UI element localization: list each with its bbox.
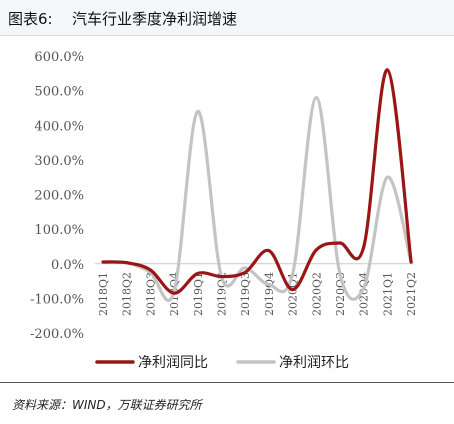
x-tick-label: 2018Q3 <box>144 272 157 316</box>
y-tick-label: -200.0% <box>30 327 84 342</box>
data-point-yoy <box>385 68 389 72</box>
data-point-yoy <box>409 260 413 264</box>
data-point-yoy <box>172 291 176 295</box>
x-tick-label: 2019Q4 <box>263 272 276 316</box>
y-axis-ticks: 600.0% 500.0% 400.0% 300.0% 200.0% 100.0% 0.0%… <box>30 50 84 342</box>
source-divider <box>0 382 454 383</box>
data-point-yoy <box>314 248 318 252</box>
data-point-yoy <box>220 275 223 279</box>
x-tick-label: 2020Q2 <box>310 272 323 316</box>
x-tick-label: 2021Q1 <box>381 272 394 316</box>
y-tick-label: -100.0% <box>30 292 84 307</box>
data-point-qoq <box>314 96 318 100</box>
y-tick-label: 200.0% <box>34 189 84 204</box>
source-note: 资料来源：WIND，万联证券研究所 <box>12 398 202 412</box>
data-point-qoq <box>291 272 295 276</box>
x-tick-label: 2018Q2 <box>121 272 134 316</box>
data-point-qoq <box>338 272 342 276</box>
x-tick-label: 2018Q1 <box>97 272 110 316</box>
x-tick-label: 2020Q4 <box>358 272 371 316</box>
x-tick-label: 2020Q1 <box>287 272 300 316</box>
x-tick-label: 2019Q1 <box>192 272 205 316</box>
legend-label-yoy: 净利润同比 <box>138 355 208 371</box>
figure-label: 图表6: <box>8 10 53 28</box>
data-point-yoy <box>267 249 271 253</box>
data-point-yoy <box>148 268 152 272</box>
line-chart: 600.0% 500.0% 400.0% 300.0% 200.0% 100.0% 0.0%… <box>30 50 418 371</box>
y-tick-label: 300.0% <box>34 154 84 169</box>
data-point-yoy <box>243 270 247 274</box>
chart-series <box>101 68 413 303</box>
data-point-qoq <box>243 266 247 270</box>
y-tick-label: 100.0% <box>34 223 84 238</box>
x-tick-label: 2019Q3 <box>239 272 252 316</box>
data-point-yoy <box>362 245 366 249</box>
y-tick-label: 400.0% <box>34 119 84 134</box>
chart-legend: 净利润同比 净利润环比 <box>95 355 349 371</box>
data-point-qoq <box>267 283 271 287</box>
data-point-yoy <box>291 288 295 292</box>
data-point-yoy <box>196 271 200 275</box>
y-tick-label: 0.0% <box>51 258 84 273</box>
data-point-qoq <box>196 109 200 113</box>
y-tick-label: 600.0% <box>34 50 84 65</box>
series-line-yoy <box>101 68 413 295</box>
y-tick-label: 500.0% <box>34 85 84 100</box>
data-point-yoy <box>338 241 342 245</box>
figure-title: 汽车行业季度净利润增速 <box>72 10 238 28</box>
legend-label-qoq: 净利润环比 <box>279 355 349 371</box>
series-line-qoq <box>101 96 413 303</box>
figure-title-bar: 图表6: 汽车行业季度净利润增速 <box>0 0 454 36</box>
data-point-yoy <box>101 260 105 264</box>
data-point-qoq <box>385 175 389 179</box>
x-tick-label: 2021Q2 <box>405 272 418 316</box>
data-point-qoq <box>362 286 366 290</box>
data-point-yoy <box>125 261 129 265</box>
